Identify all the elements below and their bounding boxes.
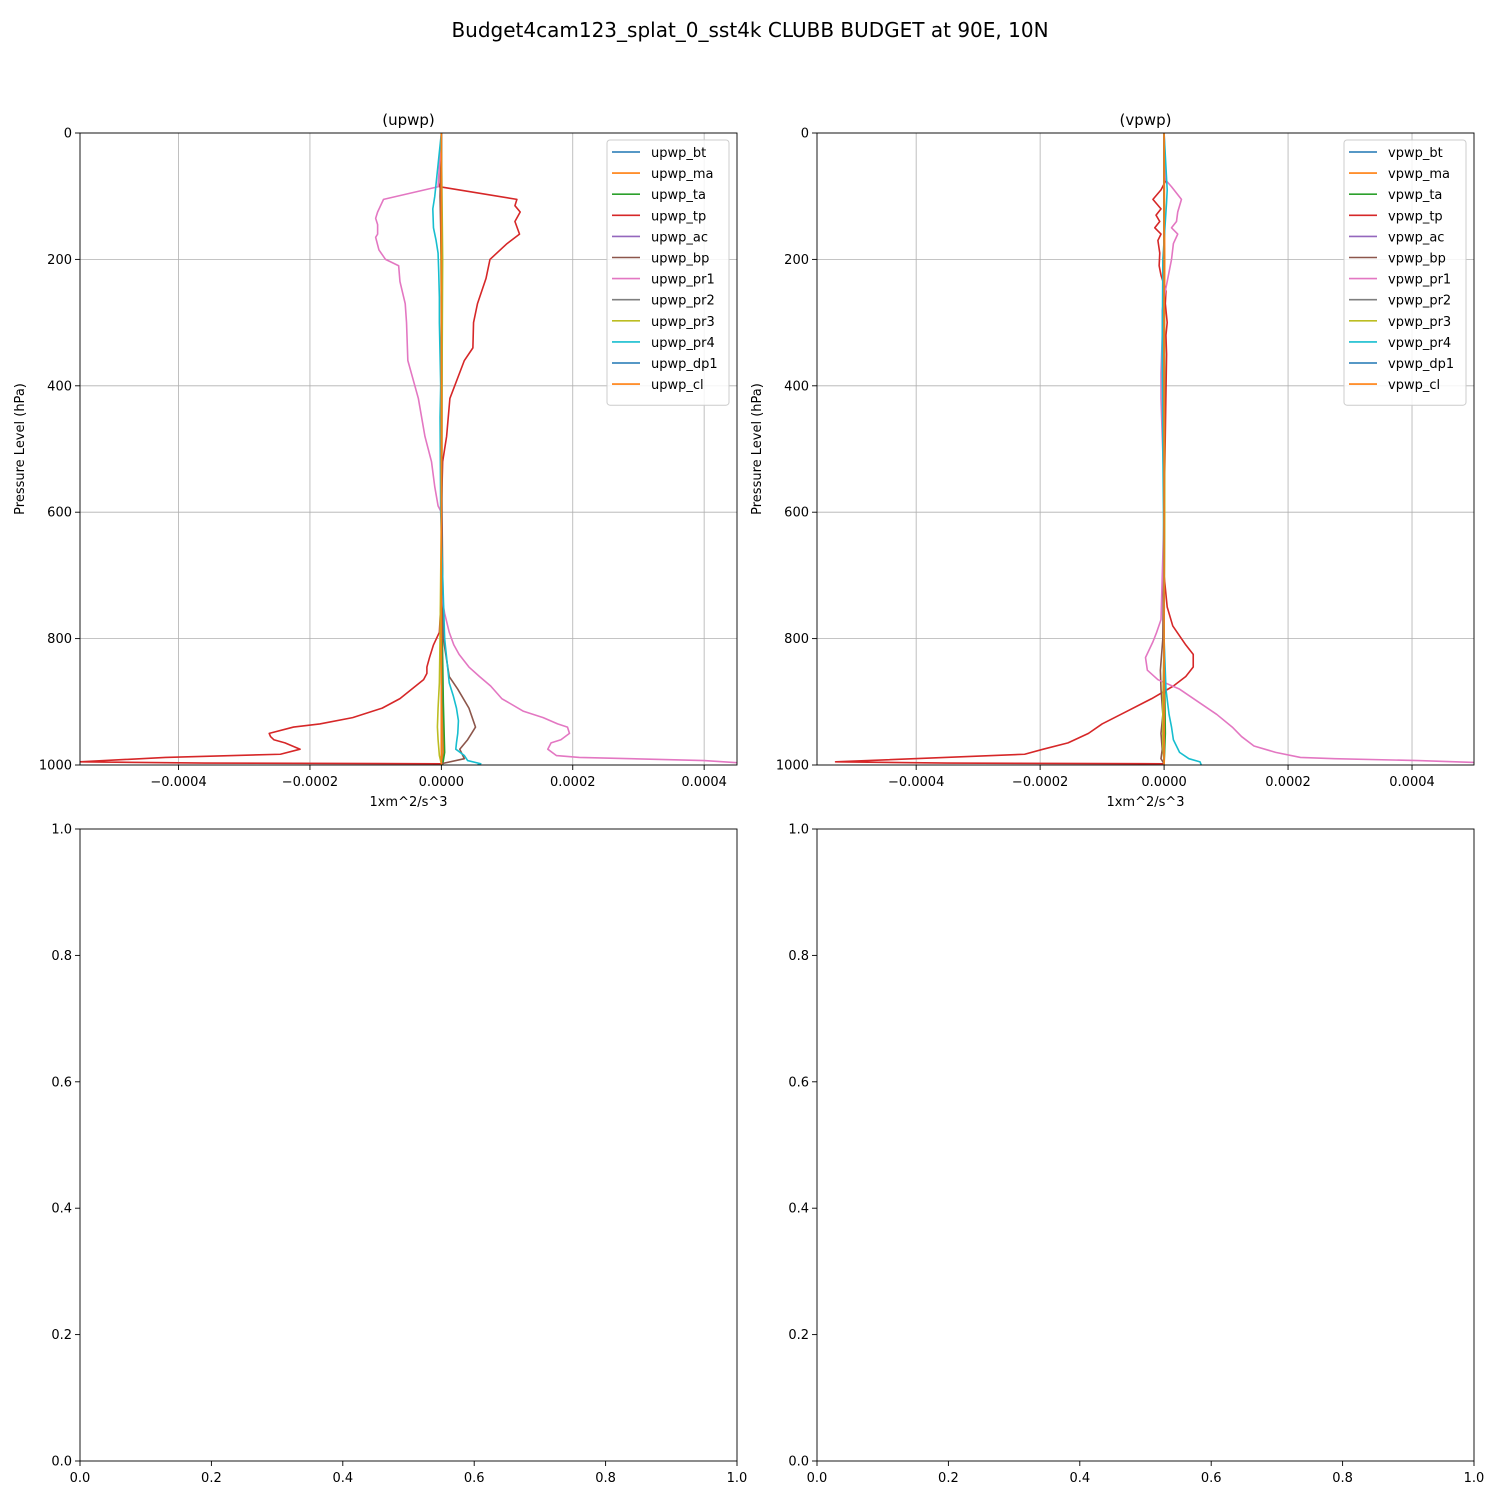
x-tick-label: 0.6 bbox=[1201, 1471, 1222, 1486]
y-tick-label: 0.6 bbox=[51, 1075, 72, 1090]
y-tick-label: 800 bbox=[47, 632, 72, 647]
y-tick-label: 600 bbox=[47, 506, 72, 521]
x-tick-label: 0.2 bbox=[938, 1471, 959, 1486]
x-tick-label: 0.6 bbox=[464, 1471, 485, 1486]
legend-label: vpwp_pr2 bbox=[1388, 294, 1451, 309]
axes-frame bbox=[79, 132, 738, 766]
x-tick-label: −0.0002 bbox=[282, 775, 338, 790]
chart-panel-4: 0.0 0.2 0.4 0.6 0.8 1.0 0.0 0.2 0.4 0.6 0.8 1.0 bbox=[788, 823, 1484, 1487]
x-tick-label: 1.0 bbox=[727, 1471, 748, 1486]
x-tick-label: 0.0002 bbox=[1265, 775, 1311, 790]
legend-label: vpwp_ma bbox=[1388, 167, 1450, 182]
legend-label: vpwp_pr4 bbox=[1388, 336, 1451, 351]
chart-title: (vpwp) bbox=[1120, 111, 1172, 129]
y-tick-label: 200 bbox=[47, 253, 72, 268]
legend-label: upwp_bp bbox=[651, 252, 709, 267]
y-tick-label: 0.6 bbox=[788, 1075, 809, 1090]
legend-label: upwp_pr4 bbox=[651, 336, 715, 351]
x-axis-label: 1xm^2/s^3 bbox=[369, 795, 447, 810]
series-group bbox=[80, 133, 737, 765]
legend-label: vpwp_bt bbox=[1388, 146, 1443, 161]
series-line-vpwp_tp bbox=[834, 133, 1195, 765]
x-tick-label: 0.0004 bbox=[681, 775, 727, 790]
y-tick-label: 0.8 bbox=[788, 949, 809, 964]
x-tick-label: −0.0004 bbox=[888, 775, 944, 790]
y-tick-label: 0.2 bbox=[788, 1328, 809, 1343]
legend: upwp_bt upwp_ma upwp_ta upwp_tp upwp_ac upwp_… bbox=[606, 139, 730, 406]
y-tick-label: 0.0 bbox=[788, 1455, 809, 1470]
x-tick-label: 0.4 bbox=[1069, 1471, 1090, 1486]
legend-label: upwp_ma bbox=[651, 167, 714, 182]
x-tick-label: 0.8 bbox=[595, 1471, 616, 1486]
legend-label: vpwp_dp1 bbox=[1388, 357, 1454, 372]
y-tick-label: 600 bbox=[784, 506, 809, 521]
legend-label: vpwp_ta bbox=[1388, 188, 1442, 203]
legend-label: vpwp_tp bbox=[1388, 209, 1443, 224]
x-tick-label: 0.0004 bbox=[1389, 775, 1435, 790]
legend-label: upwp_dp1 bbox=[651, 357, 718, 372]
y-tick-label: 800 bbox=[784, 632, 809, 647]
x-tick-label: 0.4 bbox=[332, 1471, 353, 1486]
legend-label: upwp_pr1 bbox=[651, 273, 715, 288]
x-tick-label: 0.0002 bbox=[550, 775, 596, 790]
legend-label: upwp_pr2 bbox=[651, 294, 715, 309]
y-tick-label: 200 bbox=[784, 253, 809, 268]
legend-label: upwp_bt bbox=[651, 146, 706, 161]
x-tick-label: 1.0 bbox=[1464, 1471, 1485, 1486]
chart-panel-2: −0.0004 −0.0002 0.0000 0.0002 0.0004 0 200 400 6… bbox=[750, 111, 1475, 810]
legend-label: vpwp_pr1 bbox=[1388, 273, 1451, 288]
chart-panel-3: 0.0 0.2 0.4 0.6 0.8 1.0 0.0 0.2 0.4 0.6 0.8 1.0 bbox=[51, 823, 747, 1487]
x-tick-label: 0.0 bbox=[70, 1471, 91, 1486]
y-axis-label: Pressure Level (hPa) bbox=[750, 383, 765, 515]
y-axis-label: Pressure Level (hPa) bbox=[13, 383, 28, 515]
x-tick-label: 0.8 bbox=[1332, 1471, 1353, 1486]
axes-frame bbox=[816, 828, 1475, 1462]
legend: vpwp_bt vpwp_ma vpwp_ta vpwp_tp vpwp_ac vpwp_… bbox=[1343, 139, 1467, 406]
legend-label: vpwp_ac bbox=[1388, 230, 1444, 245]
legend-label: upwp_ta bbox=[651, 188, 706, 203]
legend-label: upwp_pr3 bbox=[651, 315, 715, 330]
x-tick-label: −0.0002 bbox=[1012, 775, 1068, 790]
y-tick-label: 0.4 bbox=[788, 1202, 809, 1217]
x-tick-label: −0.0004 bbox=[150, 775, 206, 790]
series-line-upwp_pr3 bbox=[436, 133, 444, 764]
chart-panel-1: −0.0004 −0.0002 0.0000 0.0002 0.0004 0 200 400 6… bbox=[13, 111, 738, 810]
y-tick-label: 0.4 bbox=[51, 1202, 72, 1217]
y-tick-label: 0.8 bbox=[51, 949, 72, 964]
legend-label: upwp_tp bbox=[651, 209, 706, 224]
figure-suptitle: Budget4cam123_splat_0_sst4k CLUBB BUDGET… bbox=[451, 18, 1048, 42]
x-tick-label: 0.0000 bbox=[419, 775, 465, 790]
legend-label: vpwp_cl bbox=[1388, 378, 1440, 393]
y-tick-label: 0.2 bbox=[51, 1328, 72, 1343]
x-axis-label: 1xm^2/s^3 bbox=[1106, 795, 1184, 810]
y-tick-label: 0 bbox=[801, 127, 809, 142]
legend-label: upwp_ac bbox=[651, 230, 708, 245]
axes-frame bbox=[816, 132, 1475, 766]
y-tick-label: 400 bbox=[47, 379, 72, 394]
y-tick-label: 400 bbox=[784, 379, 809, 394]
y-tick-label: 1.0 bbox=[788, 823, 809, 838]
x-tick-label: 0.2 bbox=[201, 1471, 222, 1486]
y-tick-label: 0 bbox=[64, 127, 72, 142]
y-tick-label: 0.0 bbox=[51, 1455, 72, 1470]
legend-box bbox=[606, 139, 730, 406]
y-tick-label: 1000 bbox=[39, 759, 72, 774]
y-tick-label: 1000 bbox=[776, 759, 809, 774]
legend-label: vpwp_pr3 bbox=[1388, 315, 1451, 330]
chart-title: (upwp) bbox=[382, 111, 435, 129]
legend-label: upwp_cl bbox=[651, 378, 704, 393]
x-tick-label: 0.0 bbox=[807, 1471, 828, 1486]
axes-frame bbox=[79, 828, 738, 1462]
legend-box bbox=[1343, 139, 1467, 406]
x-tick-label: 0.0000 bbox=[1141, 775, 1187, 790]
legend-label: vpwp_bp bbox=[1388, 252, 1446, 267]
series-group bbox=[834, 133, 1474, 765]
y-tick-label: 1.0 bbox=[51, 823, 72, 838]
